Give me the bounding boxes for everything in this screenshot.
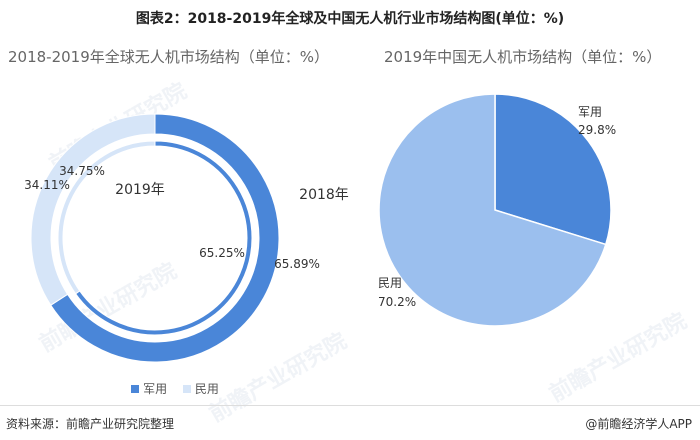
pie-label-military: 29.8% <box>578 123 616 137</box>
legend: 军用 民用 <box>0 380 350 397</box>
outer-label-civil: 34.11% <box>24 178 70 192</box>
outer-ring-slice-civil <box>30 113 156 306</box>
inner-ring-slice-civil <box>57 140 156 295</box>
outer-ring-name: 2018年 <box>299 187 349 203</box>
outer-ring-slice-military <box>50 113 280 363</box>
brand-text: @前瞻经济学人APP <box>585 417 692 431</box>
legend-item-military: 军用 <box>131 380 167 397</box>
source-text: 资料来源：前瞻产业研究院整理 <box>6 417 175 431</box>
legend-label-military: 军用 <box>143 382 168 396</box>
inner-ring-name: 2019年 <box>115 182 165 198</box>
legend-swatch-civil <box>182 384 191 393</box>
legend-label-civil: 民用 <box>194 382 219 396</box>
outer-label-military: 65.89% <box>274 257 320 271</box>
inner-label-military: 65.25% <box>199 246 245 260</box>
inner-label-civil: 34.75% <box>59 164 105 178</box>
left-chart-title: 2018-2019年全球无人机市场结构（单位：%） <box>8 48 330 66</box>
pie-slice-civil <box>378 93 607 327</box>
main-title: 图表2：2018-2019年全球及中国无人机行业市场结构图(单位：%) <box>135 11 565 27</box>
footer: 资料来源：前瞻产业研究院整理 @前瞻经济学人APP <box>0 405 700 440</box>
pie-category-civil: 民用 <box>378 276 402 290</box>
pie-label-civil: 70.2% <box>378 295 416 309</box>
pie-category-military: 军用 <box>578 105 602 119</box>
legend-swatch-military <box>131 384 140 393</box>
right-chart-title: 2019年中国无人机市场结构（单位：%） <box>384 48 662 66</box>
pie-slice-military <box>494 93 612 246</box>
legend-item-civil: 民用 <box>182 380 219 397</box>
